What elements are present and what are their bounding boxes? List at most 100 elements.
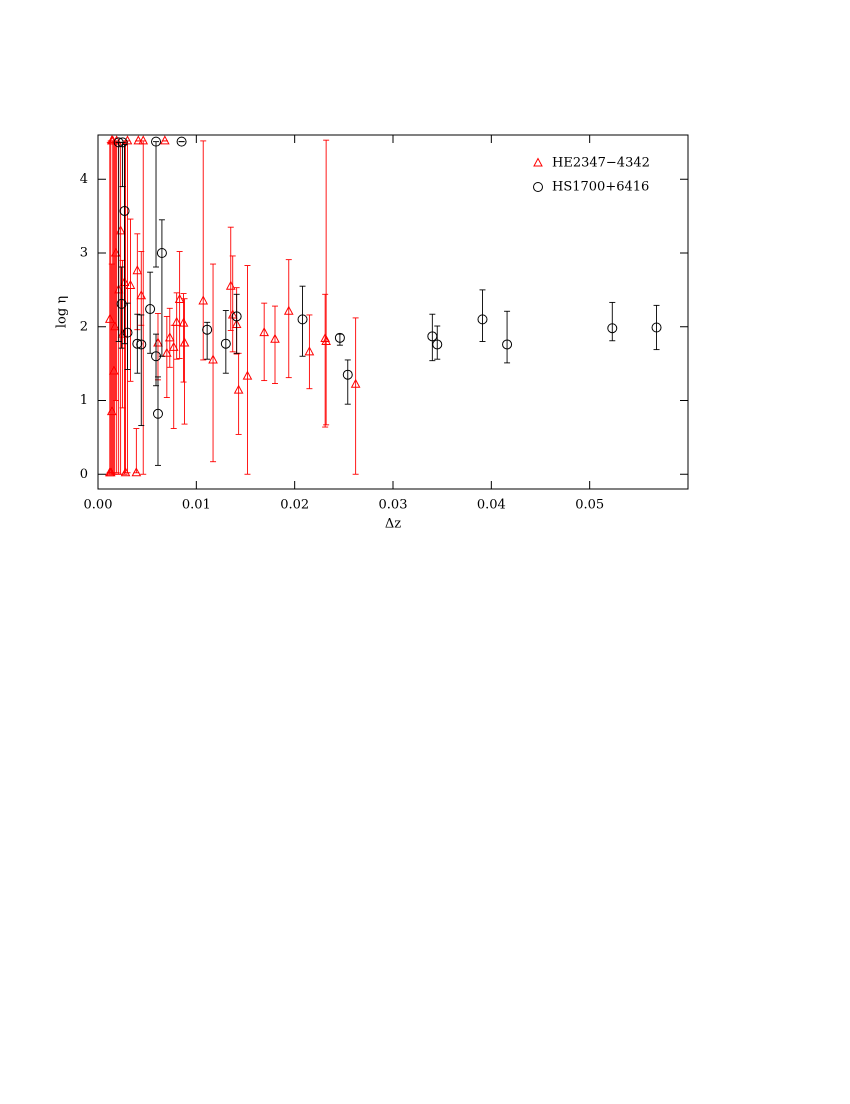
triangle-marker (164, 332, 175, 342)
triangle-marker (120, 467, 131, 477)
error-bar (222, 310, 229, 374)
y-tick-label: 3 (80, 246, 88, 261)
circle-marker (151, 136, 162, 147)
error-bar (229, 255, 236, 353)
error-bar (504, 310, 511, 364)
error-bar (204, 321, 211, 360)
circle-marker (116, 298, 127, 309)
error-bar (272, 305, 278, 384)
y-tick-label: 1 (80, 393, 88, 408)
triangle-marker (242, 370, 253, 380)
error-bar (653, 304, 660, 351)
legend-marker (533, 157, 543, 167)
triangle-marker (104, 467, 115, 477)
error-bar (163, 315, 170, 398)
error-bar (352, 317, 359, 475)
x-tick-label: 0.01 (182, 498, 211, 513)
triangle-marker (233, 384, 244, 394)
error-bar (429, 313, 436, 362)
circle-marker (651, 322, 662, 333)
triangle-marker (179, 337, 190, 347)
triangle-marker (104, 313, 115, 323)
circle-marker (432, 339, 443, 350)
error-bar (127, 218, 134, 382)
circle-marker (145, 304, 156, 315)
circle-marker (117, 137, 128, 148)
circle-marker (176, 136, 187, 147)
triangle-marker (350, 378, 361, 388)
error-bar (322, 293, 329, 428)
triangle-marker (168, 341, 179, 351)
circle-marker (119, 205, 130, 216)
triangle-marker (131, 467, 142, 477)
error-bar (153, 141, 160, 268)
y-tick-label: 0 (80, 467, 88, 482)
triangle-marker (178, 317, 189, 327)
circle-marker (334, 332, 345, 343)
error-bar (244, 265, 251, 475)
error-bar (235, 352, 242, 435)
error-bar (336, 333, 343, 346)
triangle-marker (304, 346, 315, 356)
y-tick-label: 2 (80, 319, 88, 334)
error-bar (166, 307, 173, 368)
circle-marker (297, 314, 308, 325)
error-bar (124, 302, 131, 370)
x-tick-label: 0.05 (575, 498, 604, 513)
error-bar (233, 293, 240, 354)
triangle-marker (109, 321, 120, 331)
circle-marker (122, 327, 133, 338)
error-bar (134, 313, 141, 374)
circle-marker (477, 314, 488, 325)
error-bar (180, 293, 187, 383)
y-tick-label: 4 (80, 172, 88, 187)
triangle-marker (133, 135, 144, 145)
error-bar (434, 325, 441, 360)
triangle-marker (320, 332, 330, 343)
x-tick-label: 0.04 (477, 498, 506, 513)
circle-marker (220, 338, 231, 349)
x-axis-label: Δz (385, 517, 401, 532)
x-tick-label: 0.03 (379, 498, 408, 513)
triangle-marker (122, 135, 133, 145)
error-bar (261, 302, 268, 382)
circle-marker (136, 339, 147, 350)
error-bar (306, 314, 313, 390)
triangle-marker (270, 333, 280, 343)
triangle-marker (321, 335, 331, 345)
error-bar (158, 219, 165, 357)
error-bar (479, 289, 486, 342)
triangle-marker (198, 295, 209, 305)
error-bar (181, 298, 188, 425)
error-bar (299, 285, 306, 357)
triangle-marker (136, 290, 147, 300)
circle-marker (202, 324, 213, 335)
circle-marker (156, 248, 167, 258)
triangle-marker (174, 293, 185, 303)
error-bar (154, 376, 161, 466)
circle-marker (152, 408, 163, 419)
triangle-marker (138, 135, 149, 145)
error-bar (118, 266, 125, 349)
triangle-marker (160, 135, 170, 145)
x-tick-label: 0.00 (84, 498, 113, 513)
triangle-marker (283, 305, 294, 315)
legend-label: HE2347−4342 (552, 156, 650, 171)
error-bar (344, 359, 351, 405)
error-bar (323, 139, 330, 426)
triangle-marker (259, 327, 270, 337)
triangle-marker (208, 354, 218, 364)
circle-marker (607, 323, 618, 334)
circle-marker (502, 339, 513, 350)
error-bar (121, 144, 128, 345)
triangle-marker (161, 347, 172, 357)
circle-marker (132, 338, 143, 349)
x-tick-label: 0.02 (280, 498, 309, 513)
error-bar (138, 314, 145, 427)
triangle-marker (106, 135, 117, 145)
legend-marker (533, 182, 543, 192)
error-bar (285, 259, 292, 379)
legend-label: HS1700+6416 (552, 180, 649, 195)
error-bar (609, 301, 616, 342)
